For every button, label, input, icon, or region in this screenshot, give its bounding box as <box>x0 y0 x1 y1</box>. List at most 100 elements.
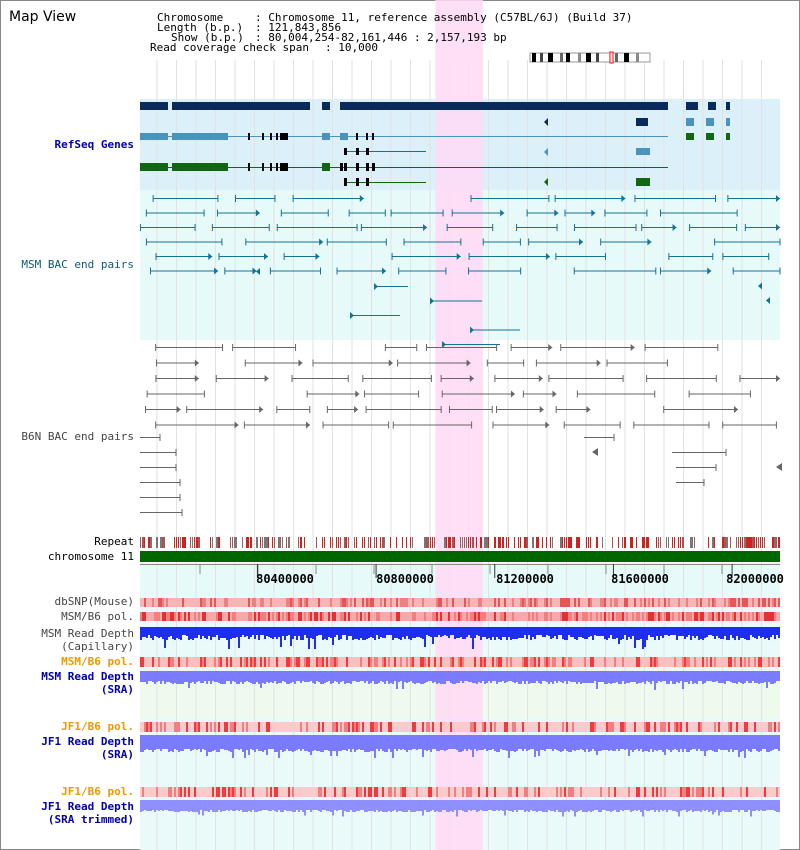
msm-bac-arrow <box>591 209 596 217</box>
jf1-depth-trimmed-bar <box>362 800 364 810</box>
msm-depth-sra-bar <box>376 671 378 684</box>
msm-depth-capillary-bar <box>508 627 510 637</box>
msm-depth-sra-bar <box>630 671 632 682</box>
jf1-b6-pol-heat <box>528 787 530 797</box>
msm-b6-pol-heat <box>482 657 484 667</box>
jf1-b6-pol-heat <box>552 787 554 797</box>
msm-b6-pol-heat <box>296 612 298 621</box>
dbsnp-heat <box>674 598 676 607</box>
jf1-b6-pol-heat <box>548 787 550 797</box>
track-label-jf1-b6-pol-1[interactable]: JF1/B6 pol. <box>61 720 134 733</box>
jf1-depth-sra-bar <box>698 735 700 749</box>
dbsnp-heat <box>590 598 592 607</box>
jf1-depth-sra-bar <box>760 735 762 751</box>
track-label-jf1-depth-sra[interactable]: JF1 Read Depth <box>41 735 134 748</box>
jf1-depth-sra-bar <box>452 735 454 749</box>
jf1-b6-pol-heat <box>544 787 546 797</box>
jf1-depth-trimmed-bar <box>504 800 506 816</box>
msm-b6-pol-heat <box>752 612 754 621</box>
jf1-b6-pol-heat <box>332 787 334 797</box>
jf1-b6-pol-heat <box>592 787 594 797</box>
dbsnp-heat <box>532 598 534 607</box>
dbsnp-heat <box>428 598 430 607</box>
msm-b6-pol-heat <box>370 612 372 621</box>
dbsnp-heat <box>462 598 464 607</box>
track-label-refseq[interactable]: RefSeq Genes <box>54 138 134 151</box>
msm-depth-sra-bar <box>408 671 410 682</box>
jf1-depth-sra-bar <box>560 735 562 752</box>
msm-depth-sra-bar <box>424 671 426 683</box>
jf1-b6-pol-heat <box>186 722 188 732</box>
jf1-b6-pol-heat <box>580 722 582 732</box>
jf1-depth-trimmed-bar <box>452 800 454 812</box>
msm-depth-capillary-bar <box>490 627 492 640</box>
jf1-depth-trimmed-bar <box>732 800 734 810</box>
track-label-jf1-b6-pol-2[interactable]: JF1/B6 pol. <box>61 785 134 798</box>
dbsnp-heat <box>556 598 558 607</box>
msm-b6-pol-heat <box>560 612 562 621</box>
repeat-feature <box>624 537 626 548</box>
msm-b6-pol-heat <box>520 657 522 667</box>
dbsnp-heat <box>566 598 568 607</box>
repeat-feature <box>428 537 429 548</box>
msm-b6-pol-heat <box>306 612 308 621</box>
dbsnp-heat <box>396 598 398 607</box>
jf1-depth-sra-bar <box>614 735 616 751</box>
dbsnp-heat <box>482 598 484 607</box>
refseq-exon <box>248 163 250 171</box>
msm-depth-sra-bar <box>730 671 732 682</box>
msm-depth-capillary-bar <box>762 627 764 637</box>
jf1-b6-pol-heat <box>510 787 512 797</box>
msm-b6-pol-heat <box>420 612 422 621</box>
jf1-b6-pol-heat <box>534 787 536 797</box>
msm-depth-sra-bar <box>564 671 566 681</box>
track-label-msm-bac[interactable]: MSM BAC end pairs <box>21 258 134 271</box>
msm-depth-sra-bar <box>268 671 270 683</box>
dbsnp-heat <box>492 598 494 607</box>
jf1-b6-pol-heat <box>716 722 718 732</box>
jf1-b6-pol-heat <box>230 722 232 732</box>
jf1-b6-pol-heat <box>606 722 608 732</box>
dbsnp-heat <box>718 598 720 607</box>
dbsnp-heat <box>246 598 248 607</box>
msm-b6-pol-heat <box>522 657 524 667</box>
track-label-dbsnp[interactable]: dbSNP(Mouse) <box>54 595 134 608</box>
track-label-b6n-bac[interactable]: B6N BAC end pairs <box>21 430 134 443</box>
jf1-b6-pol-heat <box>654 787 656 797</box>
track-label-msm-b6-pol-2[interactable]: MSM/B6 pol. <box>61 655 134 668</box>
msm-depth-sra-bar <box>352 671 354 681</box>
track-label-chromosome[interactable]: chromosome 11 <box>47 550 134 563</box>
jf1-depth-sra-bar <box>310 735 312 755</box>
repeat-feature <box>502 537 504 548</box>
msm-depth-sra-bar <box>504 671 506 683</box>
jf1-depth-trimmed-bar <box>462 800 464 811</box>
track-label-msm-depth-sra[interactable]: MSM Read Depth <box>41 670 134 683</box>
track-label-msm-depth-cap[interactable]: MSM Read Depth <box>41 627 134 640</box>
jf1-b6-pol-heat <box>630 722 632 732</box>
msm-b6-pol-heat <box>424 612 426 621</box>
jf1-depth-sra-bar <box>498 735 500 752</box>
track-label-msm-b6-pol-1[interactable]: MSM/B6 pol. <box>61 610 134 623</box>
dbsnp-heat <box>318 598 320 607</box>
jf1-b6-pol-heat <box>612 722 614 732</box>
msm-depth-capillary-bar <box>264 627 266 639</box>
track-label-repeat[interactable]: Repeat <box>94 535 134 548</box>
jf1-b6-pol-heat <box>366 787 368 797</box>
msm-depth-capillary-bar <box>612 627 614 639</box>
msm-depth-sra-bar <box>650 671 652 684</box>
jf1-depth-sra-bar <box>168 735 170 752</box>
msm-b6-pol-heat <box>450 657 452 667</box>
jf1-b6-pol-heat <box>380 722 382 732</box>
jf1-b6-pol-heat <box>300 722 302 732</box>
msm-depth-sra-bar <box>278 671 280 683</box>
jf1-b6-pol-heat <box>664 722 666 732</box>
msm-b6-pol-heat <box>564 612 566 621</box>
track-label-jf1-depth-trim[interactable]: JF1 Read Depth <box>41 800 134 813</box>
dbsnp-heat <box>628 598 630 607</box>
dbsnp-heat <box>234 598 236 607</box>
jf1-b6-pol-heat <box>166 722 168 732</box>
jf1-b6-pol-heat <box>374 787 376 797</box>
msm-depth-capillary-bar <box>538 627 540 635</box>
jf1-depth-trimmed-bar <box>292 800 294 812</box>
